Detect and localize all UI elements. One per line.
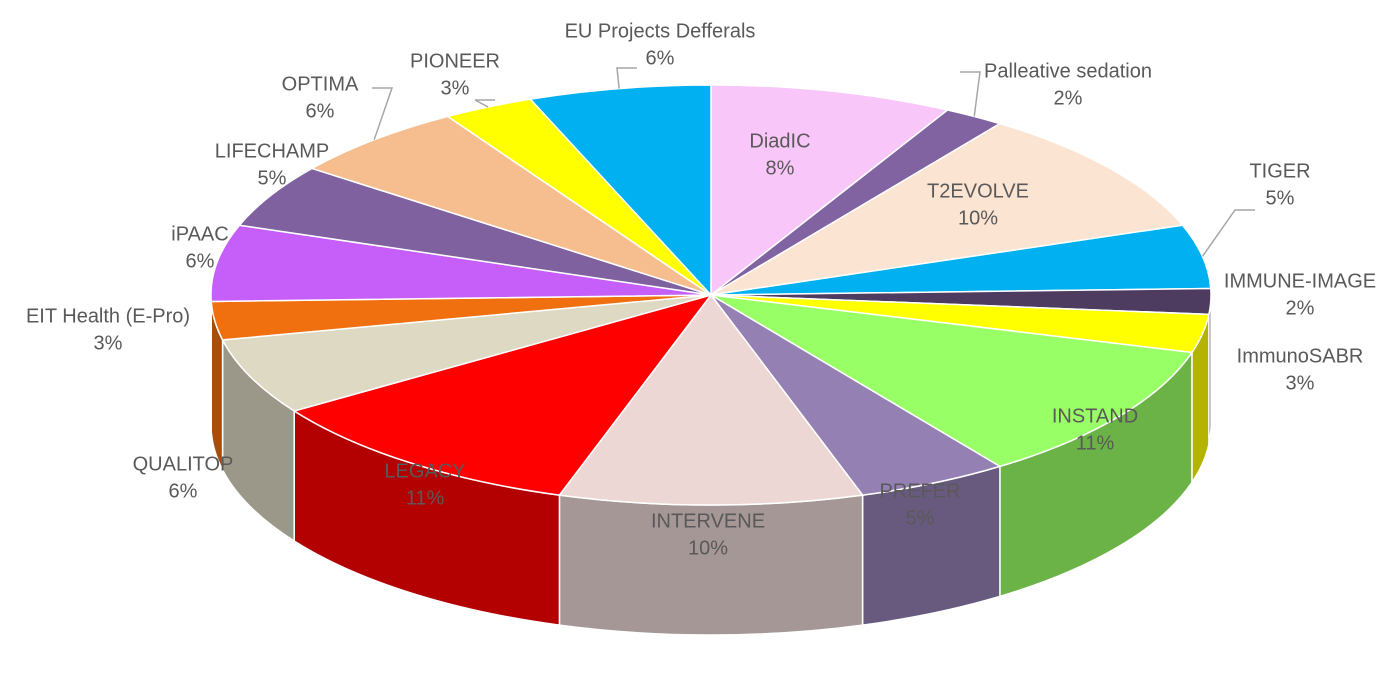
slice-label: PREFER	[879, 480, 960, 502]
slice	[710, 294, 1194, 468]
slice-value-label: 11%	[1076, 432, 1115, 454]
slice-label: EIT Health (E-Pro)	[26, 305, 190, 327]
slice-label: INTERVENE	[651, 510, 765, 532]
leader-line	[474, 99, 495, 108]
slice-value-label: 10%	[688, 537, 728, 559]
slice-label: INSTAND	[1052, 405, 1138, 427]
slice-value-label: 5%	[906, 507, 935, 529]
slice-value-label: 2%	[1286, 297, 1315, 319]
slice-value-label: 5%	[258, 167, 287, 189]
slice	[710, 122, 1185, 296]
slice	[221, 294, 712, 412]
slice-label: PIONEER	[410, 50, 500, 72]
leader-line	[372, 87, 394, 141]
slice-value-label: 5%	[1266, 187, 1295, 209]
slice-value-label: 3%	[94, 332, 123, 354]
slice-value-label: 11%	[406, 487, 445, 509]
slice-value-label: 8%	[766, 157, 795, 179]
slice-label: LIFECHAMP	[215, 140, 329, 162]
slice	[310, 115, 712, 296]
slice	[710, 84, 950, 297]
leader-line	[1201, 209, 1255, 257]
slice-label: LEGACY	[384, 460, 465, 482]
slice-value-label: 6%	[169, 480, 198, 502]
slice	[237, 167, 712, 296]
slice-label: QUALITOP	[133, 453, 234, 475]
slice	[710, 294, 1002, 496]
slice-value-label: 6%	[646, 47, 675, 69]
slice-label: EU Projects Defferals	[565, 20, 756, 42]
slice-label: T2EVOLVE	[927, 180, 1029, 202]
slice	[558, 293, 864, 506]
slice-label: ImmunoSABR	[1237, 345, 1364, 367]
slice-value-label: 2%	[1054, 87, 1083, 109]
leader-line	[960, 71, 981, 117]
slice-value-label: 10%	[958, 207, 998, 229]
slice-label: Palleative sedation	[984, 60, 1152, 82]
slice-label: OPTIMA	[282, 73, 359, 95]
slice-label: DiadIC	[749, 130, 810, 152]
leader-line	[616, 67, 637, 89]
slice	[292, 293, 713, 496]
slice-value-label: 6%	[186, 250, 215, 272]
slice	[710, 224, 1212, 296]
slice-label: TIGER	[1249, 160, 1310, 182]
slice-value-label: 3%	[441, 77, 470, 99]
slice	[210, 224, 712, 303]
slice-value-label: 6%	[306, 100, 335, 122]
slice-label: iPAAC	[171, 223, 228, 245]
slice-value-label: 3%	[1286, 372, 1315, 394]
slice-label: IMMUNE-IMAGE	[1224, 270, 1376, 292]
